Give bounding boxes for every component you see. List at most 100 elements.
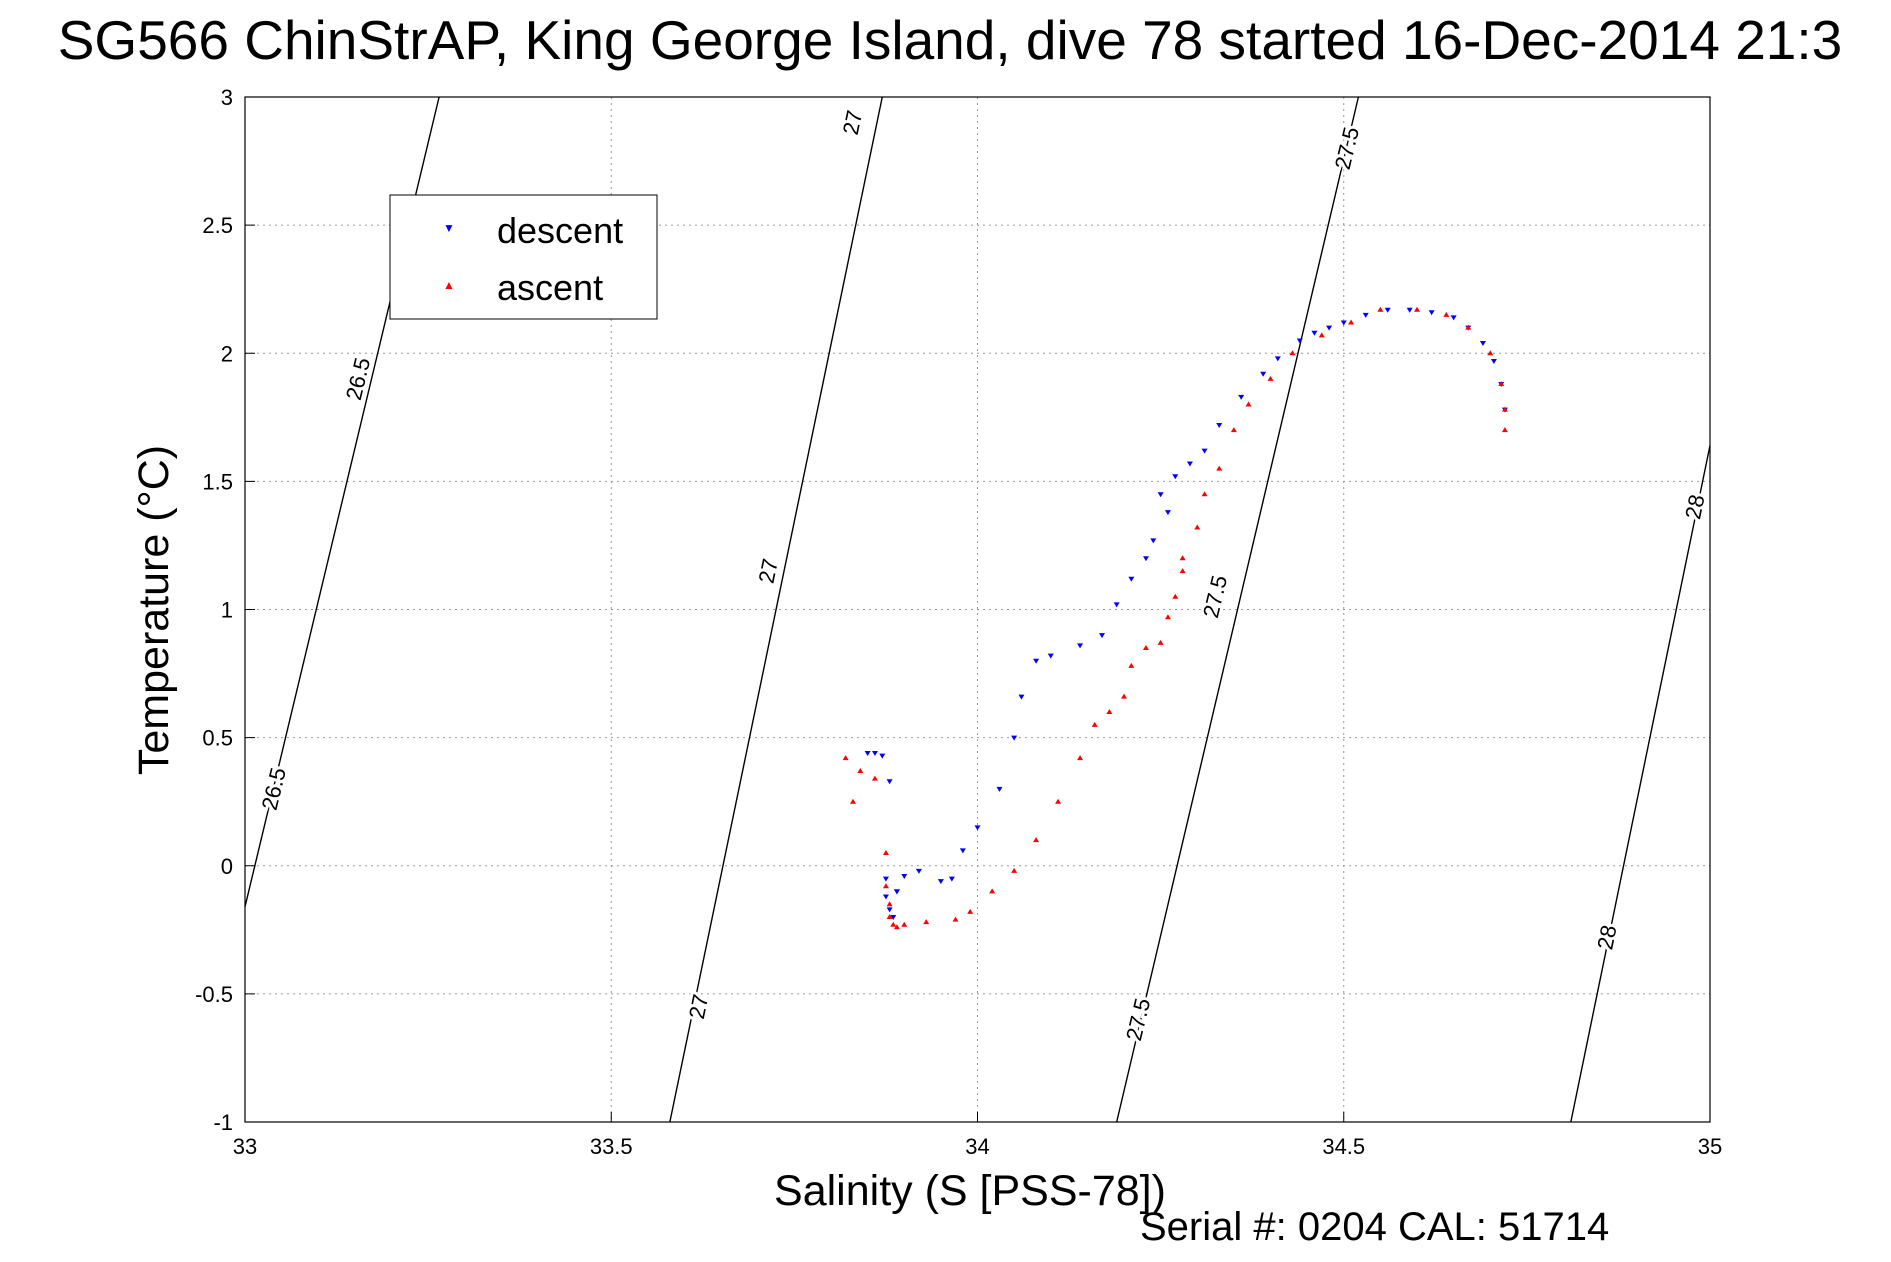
- point-descent: [1428, 310, 1435, 316]
- point-descent: [1260, 371, 1267, 377]
- point-descent: [974, 825, 981, 831]
- point-ascent: [1348, 319, 1355, 325]
- point-ascent: [890, 921, 897, 927]
- point-descent: [1164, 510, 1171, 516]
- x-tick-label: 33: [233, 1134, 257, 1159]
- y-tick-label: 1: [221, 598, 233, 623]
- point-ascent: [882, 849, 889, 855]
- point-descent: [1099, 633, 1106, 639]
- point-descent: [1490, 358, 1497, 364]
- point-ascent: [1498, 381, 1505, 386]
- point-ascent: [1142, 644, 1149, 650]
- point-descent: [948, 876, 955, 882]
- point-ascent: [1501, 406, 1508, 412]
- isopycnal-label-27: 27: [838, 108, 867, 137]
- point-ascent: [886, 914, 893, 919]
- point-descent: [1326, 325, 1333, 331]
- series-ascent: [842, 306, 1508, 930]
- point-descent: [1186, 461, 1193, 467]
- point-ascent: [1179, 568, 1186, 574]
- x-tick-label: 34: [965, 1134, 989, 1159]
- point-descent: [1479, 341, 1486, 346]
- point-descent: [1340, 320, 1347, 326]
- point-ascent: [1245, 401, 1252, 407]
- point-ascent: [1465, 324, 1472, 330]
- point-ascent: [1091, 721, 1098, 727]
- point-ascent: [849, 798, 856, 804]
- legend-label-ascent: ascent: [497, 267, 603, 308]
- point-descent: [890, 915, 897, 920]
- point-ascent: [1201, 491, 1208, 497]
- point-ascent: [871, 775, 878, 781]
- point-descent: [882, 894, 889, 900]
- point-descent: [1142, 556, 1149, 562]
- point-descent: [959, 848, 966, 854]
- legend-box: ▼ descent ▲ ascent: [389, 194, 658, 320]
- y-tick-label: -1: [213, 1110, 233, 1135]
- point-descent: [893, 889, 900, 895]
- point-descent: [1113, 602, 1120, 608]
- point-descent: [886, 779, 893, 785]
- point-descent: [1172, 474, 1179, 480]
- point-ascent: [1077, 755, 1084, 761]
- isopycnal-label-26.5: 26.5: [341, 355, 375, 402]
- point-ascent: [1194, 524, 1201, 530]
- point-ascent: [952, 916, 959, 922]
- serial-footer: Serial #: 0204 CAL: 51714: [1140, 1205, 1610, 1249]
- isopycnal-label-27.5: 27.5: [1330, 124, 1364, 171]
- isopycnal-label-28: 28: [1680, 492, 1709, 521]
- point-descent: [1450, 315, 1457, 321]
- point-descent: [1157, 492, 1164, 498]
- y-tick-label: -0.5: [195, 982, 233, 1007]
- point-ascent: [1487, 350, 1494, 356]
- isopycnal-label-27.5: 27.5: [1121, 996, 1155, 1043]
- point-ascent: [893, 924, 900, 930]
- isopycnal-label-27.5: 27.5: [1198, 573, 1232, 620]
- point-ascent: [901, 921, 908, 927]
- point-ascent: [1318, 332, 1325, 338]
- point-ascent: [857, 767, 864, 773]
- point-ascent: [1011, 867, 1018, 873]
- point-ascent: [1179, 555, 1186, 561]
- x-tick-label: 35: [1698, 1134, 1722, 1159]
- point-ascent: [1106, 709, 1113, 714]
- point-descent: [1047, 653, 1054, 659]
- point-descent: [1201, 448, 1208, 454]
- y-tick-label: 0: [221, 854, 233, 879]
- point-descent: [1296, 338, 1303, 344]
- y-tick-label: 1.5: [202, 469, 233, 494]
- series-descent: [864, 307, 1508, 920]
- point-descent: [879, 753, 886, 759]
- point-ascent: [1501, 427, 1508, 433]
- isopycnal-label-28: 28: [1592, 923, 1621, 952]
- y-tick-label: 2.5: [202, 213, 233, 238]
- isopycnal-27.5: [1115, 96, 1360, 1123]
- point-descent: [1077, 643, 1084, 649]
- point-descent: [882, 876, 889, 882]
- point-ascent: [1172, 593, 1179, 599]
- isopycnal-28: [1570, 445, 1711, 1123]
- point-ascent: [1377, 306, 1384, 312]
- point-ascent: [1289, 350, 1296, 356]
- point-ascent: [886, 901, 893, 907]
- point-ascent: [1128, 662, 1135, 668]
- point-ascent: [1055, 798, 1062, 804]
- point-descent: [901, 874, 908, 879]
- y-axis-label: Temperature (°C): [130, 445, 178, 775]
- point-ascent: [1414, 306, 1420, 312]
- point-descent: [1216, 423, 1223, 428]
- point-ascent: [967, 908, 974, 914]
- point-ascent: [882, 883, 889, 889]
- point-descent: [1011, 735, 1018, 741]
- point-ascent: [923, 919, 930, 925]
- point-descent: [864, 751, 871, 756]
- point-descent: [1238, 394, 1245, 400]
- point-ascent: [1121, 693, 1127, 699]
- data-series: [842, 306, 1508, 930]
- point-descent: [1384, 307, 1391, 313]
- grid-lines: [245, 97, 1710, 1122]
- point-descent: [996, 786, 1003, 792]
- isopycnal-label-27: 27: [684, 992, 713, 1021]
- point-ascent: [1164, 614, 1171, 620]
- axis-ticks: 33 33.5 34 34.5 35 -1 -0.5 0 0.5 1 1.5 2 2.5 3: [195, 85, 1722, 1159]
